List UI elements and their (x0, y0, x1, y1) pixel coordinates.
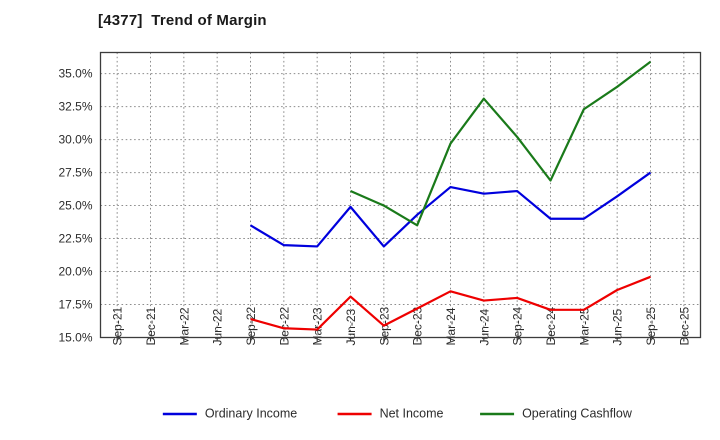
x-axis-tick-label: Dec-24 (544, 306, 558, 345)
x-axis-tick-labels: Sep-21 Dec-21 Mar-22 Jun-22 Sep-22 Dec-22 Mar-… (111, 306, 692, 345)
legend-item-ordinary-income[interactable]: Ordinary Income (162, 406, 297, 420)
series-line-net-income (250, 275, 651, 331)
x-axis-tick-label: Sep-22 (244, 306, 258, 345)
plot-area-frame (99, 51, 702, 339)
x-axis-tick-label: Dec-21 (144, 306, 158, 345)
series-line-ordinary-income (249, 171, 652, 248)
x-axis-tick-label: Sep-21 (111, 306, 125, 345)
y-axis-tick-label: 22.5% (58, 232, 92, 246)
y-axis-tick-label: 32.5% (58, 100, 92, 114)
y-axis-tick-label: 17.5% (58, 298, 92, 312)
legend-label: Net Income (380, 406, 444, 420)
x-axis-tick-label: Dec-23 (411, 306, 425, 345)
x-axis-tick-label: Dec-25 (677, 306, 691, 345)
x-axis-tick-label: Sep-24 (511, 306, 525, 345)
page-title: [4377] Trend of Margin (98, 12, 267, 29)
y-axis-tick-label: 35.0% (58, 67, 92, 81)
legend-item-net-income[interactable]: Net Income (337, 406, 444, 420)
x-axis-tick-label: Mar-23 (311, 307, 325, 345)
x-axis-tick-label: Jun-22 (211, 308, 225, 345)
x-axis-tick-label: Mar-25 (577, 307, 591, 345)
chart-legend: Ordinary Income Net Income Operating Cashf… (162, 406, 633, 420)
y-axis-tick-label: 15.0% (58, 331, 92, 345)
x-axis-tick-label: Dec-22 (277, 306, 291, 345)
x-axis-tick-label: Jun-25 (611, 308, 625, 345)
y-axis-tick-label: 30.0% (58, 133, 92, 147)
legend-item-operating-cashflow[interactable]: Operating Cashflow (480, 406, 633, 420)
legend-label: Operating Cashflow (522, 406, 633, 420)
axis-tick-marks (116, 337, 685, 342)
x-axis-tick-label: Sep-25 (644, 306, 658, 345)
x-axis-tick-label: Mar-22 (177, 307, 191, 345)
data-series (249, 60, 652, 331)
x-axis-tick-label: Jun-23 (344, 308, 358, 345)
y-axis-tick-label: 27.5% (58, 166, 92, 180)
x-axis-tick-label: Mar-24 (444, 307, 458, 345)
y-axis-tick-labels: 15.0% 17.5% 20.0% 22.5% 25.0% 27.5% 30.0% 32.5%… (58, 67, 92, 345)
x-axis-tick-label: Jun-24 (477, 308, 491, 345)
y-axis-tick-label: 25.0% (58, 199, 92, 213)
y-axis-tick-label: 20.0% (58, 265, 92, 279)
series-line-operating-cashflow (350, 60, 652, 227)
legend-label: Ordinary Income (205, 406, 297, 420)
